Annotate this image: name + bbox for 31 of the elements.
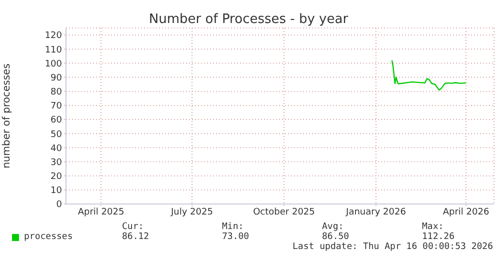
- text: 112.26: [422, 232, 456, 242]
- y-tick-label: 20: [50, 172, 62, 182]
- y-tick-label: 70: [50, 102, 62, 112]
- y-tick-label: 50: [50, 130, 62, 140]
- x-tick-label: July 2025: [170, 207, 213, 218]
- x-tick-label: April 2025: [78, 207, 124, 218]
- y-tick-label: 30: [50, 158, 62, 168]
- y-tick-label: 40: [50, 144, 62, 154]
- y-axis-title: number of processes: [2, 64, 13, 168]
- text: 73.00: [222, 232, 250, 242]
- line-series: [391, 60, 467, 91]
- y-tick-label: 100: [44, 59, 62, 70]
- text: 86.50: [322, 232, 350, 242]
- legend-label: processes: [24, 232, 73, 242]
- text: Avg:: [322, 222, 345, 232]
- text: 86.12: [122, 232, 150, 242]
- y-tick-label: 10: [50, 186, 62, 196]
- text: Max:: [422, 222, 445, 232]
- y-tick-label: 80: [50, 88, 62, 98]
- x-tick-label: October 2025: [253, 207, 315, 218]
- y-tick-label: 60: [50, 116, 62, 126]
- y-tick-label: 90: [50, 73, 62, 84]
- text: Min:: [222, 222, 245, 232]
- y-tick-label: 120: [44, 31, 62, 42]
- x-tick-label: January 2026: [345, 207, 406, 218]
- text: Cur:: [122, 222, 145, 232]
- text: Last update: Thu Apr 16 00:00:53 2026: [292, 242, 494, 252]
- chart-title: Number of Processes - by year: [148, 12, 350, 27]
- x-tick-label: April 2026: [442, 207, 490, 218]
- y-tick-label: 110: [44, 45, 62, 56]
- y-tick-label: 0: [56, 200, 62, 210]
